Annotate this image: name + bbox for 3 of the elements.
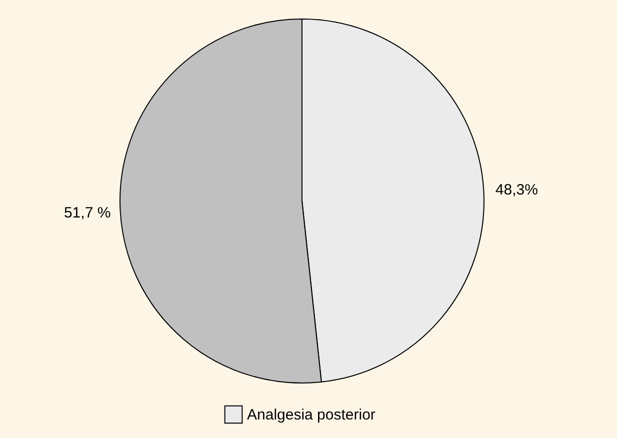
legend-label: Analgesia posterior	[247, 406, 376, 424]
data-label: 51,7 %	[64, 204, 111, 222]
data-label: 48,3%	[495, 182, 538, 199]
